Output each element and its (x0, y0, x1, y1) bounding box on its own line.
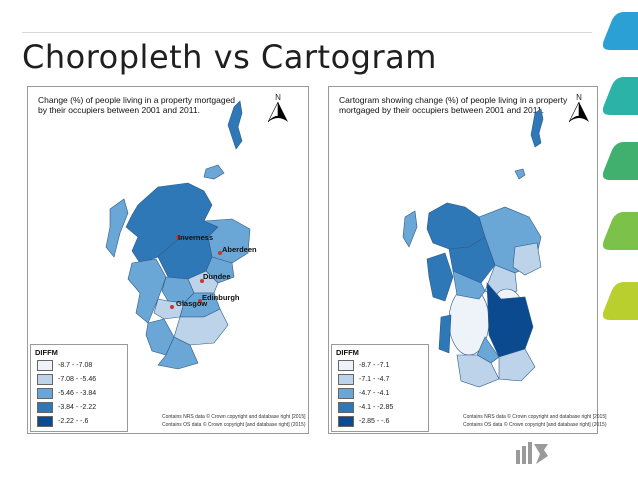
legend-label: -8.7 - -7.08 (58, 362, 93, 369)
legend-swatch (37, 402, 53, 413)
legend-label: -8.7 - -7.1 (359, 362, 390, 369)
credit-os: Contains OS data © Crown copyright [and … (463, 422, 607, 428)
inverness-dot (176, 235, 180, 239)
scotland-choropleth-map (105, 100, 251, 370)
legend-label: -7.08 - -5.46 (58, 376, 97, 383)
glasgow-dot (170, 305, 174, 309)
legend-swatch (338, 416, 354, 427)
scotland-cartogram-map (402, 108, 544, 388)
city-edinburgh: Edinburgh (202, 293, 240, 302)
legend-swatch (37, 388, 53, 399)
city-aberdeen: Aberdeen (222, 245, 257, 254)
region-orkney (514, 168, 526, 180)
region-argyll (426, 252, 454, 302)
choropleth-legend: DIFFM -8.7 - -7.08 -7.08 - -5.46 -5.46 -… (30, 344, 128, 432)
legend-item: -7.1 - -4.7 (338, 374, 389, 385)
legend-swatch (338, 360, 354, 371)
region-lothian (486, 282, 534, 358)
city-dundee: Dundee (203, 272, 231, 281)
region-shetland (530, 108, 544, 148)
title-rule (22, 32, 592, 33)
decor-ribbon-1 (602, 12, 638, 50)
organisation-logo-icon (516, 442, 548, 464)
credit-os: Contains OS data © Crown copyright [and … (162, 422, 306, 428)
legend-label: -5.46 - -3.84 (58, 390, 97, 397)
legend-swatch (338, 402, 354, 413)
legend-item: -2.22 - -.6 (37, 416, 88, 427)
legend-title: DIFFM (336, 348, 359, 357)
region-dumfries (456, 354, 500, 388)
legend-title: DIFFM (35, 348, 58, 357)
region-central (452, 270, 486, 300)
city-inverness: Inverness (178, 233, 214, 242)
legend-swatch (37, 360, 53, 371)
legend-item: -2.85 - -.6 (338, 416, 389, 427)
north-label: N (275, 93, 281, 102)
choropleth-title: Change (%) of people living in a propert… (38, 95, 236, 115)
legend-item: -7.08 - -5.46 (37, 374, 96, 385)
legend-label: -4.1 - -2.85 (359, 404, 394, 411)
decor-ribbon-4 (602, 212, 638, 250)
region-dumfries (157, 336, 199, 370)
city-glasgow: Glasgow (176, 299, 208, 308)
legend-item: -5.46 - -3.84 (37, 388, 96, 399)
legend-item: -4.1 - -2.85 (338, 402, 393, 413)
credit-nrs: Contains NRS data © Crown copyright and … (162, 414, 306, 420)
choropleth-panel: Change (%) of people living in a propert… (27, 86, 309, 434)
decor-ribbon-3 (602, 142, 638, 180)
north-label: N (576, 93, 582, 102)
edinburgh-dot (198, 299, 202, 303)
legend-label: -3.84 - -2.22 (58, 404, 97, 411)
region-western-isles (402, 210, 418, 248)
cartogram-legend: DIFFM -8.7 - -7.1 -7.1 - -4.7 -4.7 - -4.… (331, 344, 429, 432)
aberdeen-dot (218, 251, 222, 255)
legend-label: -2.22 - -.6 (58, 418, 89, 425)
region-borders (498, 348, 536, 382)
dundee-dot (200, 279, 204, 283)
legend-swatch (338, 374, 354, 385)
legend-swatch (338, 388, 354, 399)
cartogram-title: Cartogram showing change (%) of people l… (339, 95, 568, 115)
legend-item: -4.7 - -4.1 (338, 388, 389, 399)
region-aberdeen (512, 242, 542, 276)
region-angus (205, 256, 235, 284)
legend-swatch (37, 416, 53, 427)
legend-item: -8.7 - -7.08 (37, 360, 92, 371)
north-arrow: N (267, 93, 288, 129)
slide-title: Choropleth vs Cartogram (22, 38, 437, 76)
region-orkney (203, 164, 225, 180)
legend-label: -4.7 - -4.1 (359, 390, 390, 397)
legend-item: -8.7 - -7.1 (338, 360, 389, 371)
decor-ribbons (602, 12, 638, 320)
north-arrow-icon (568, 101, 589, 123)
legend-label: -7.1 - -4.7 (359, 376, 390, 383)
decor-ribbon-5 (602, 282, 638, 320)
cartogram-panel: Cartogram showing change (%) of people l… (328, 86, 607, 434)
decor-ribbon-2 (602, 77, 638, 115)
region-western-isles (105, 198, 129, 258)
north-arrow-icon (267, 101, 288, 123)
region-ayrshire (438, 314, 452, 354)
region-shetland (227, 100, 243, 150)
legend-item: -3.84 - -2.22 (37, 402, 96, 413)
north-arrow: N (568, 93, 589, 129)
credit-nrs: Contains NRS data © Crown copyright and … (463, 414, 607, 420)
legend-swatch (37, 374, 53, 385)
legend-label: -2.85 - -.6 (359, 418, 390, 425)
